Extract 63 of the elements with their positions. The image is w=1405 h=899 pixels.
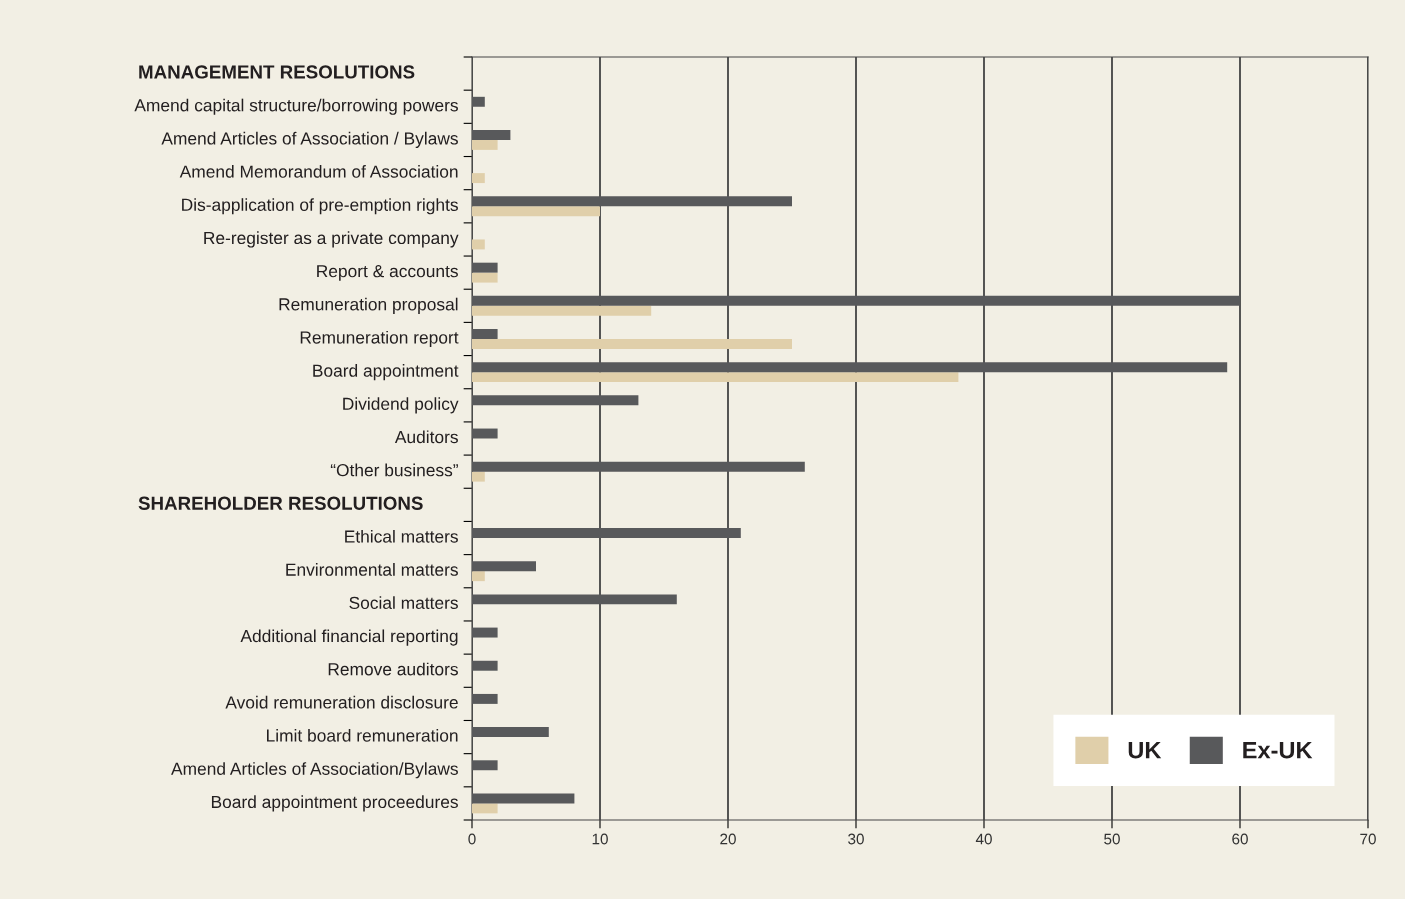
bar (472, 96, 485, 107)
bar (472, 760, 498, 771)
y-tick-label: Amend Articles of Association / Bylaws (161, 131, 458, 149)
bar (472, 295, 1240, 306)
bar (472, 803, 498, 814)
bar (472, 372, 959, 383)
y-tick-label: Avoid remuneration disclosure (225, 695, 458, 709)
y-tick-label: Limit board remuneration (267, 728, 458, 742)
y-tick-label: Ethical matters (345, 529, 458, 543)
x-tick-label: 60 (1232, 833, 1248, 845)
bar (472, 272, 498, 283)
y-tick-label: Remove auditors (328, 662, 458, 676)
bar (472, 395, 639, 406)
bar (472, 660, 498, 671)
bar (472, 727, 549, 738)
y-tick-label: Report & accounts (317, 265, 458, 281)
bar (472, 338, 792, 349)
y-tick-label: Auditors (394, 430, 458, 444)
y-tick-label: Board appointment proceedures (211, 795, 458, 812)
bar (472, 627, 498, 638)
bar (472, 471, 485, 482)
bar (472, 262, 498, 273)
bar (472, 461, 805, 472)
y-tick-label: Re-register as a private company (204, 231, 459, 248)
y-tick-label: Amend capital structure/borrowing powers (134, 98, 458, 115)
bar (472, 793, 575, 804)
bar (472, 139, 498, 150)
text: SHAREHOLDER RESOLUTIONS (138, 496, 423, 510)
y-tick-label: Amend Memorandum of Association (179, 165, 458, 178)
y-tick-label: Remuneration proposal (279, 297, 458, 314)
x-tick-label: 70 (1360, 833, 1376, 845)
bar (472, 239, 485, 250)
bar (472, 196, 792, 207)
y-tick-label: Social matters (349, 596, 458, 610)
bar (472, 305, 652, 316)
x-tick-label: 0 (468, 833, 476, 845)
x-tick-label: 40 (975, 833, 992, 845)
bar (472, 329, 498, 339)
y-tick-label: Environmental matters (286, 563, 458, 576)
y-tick-label: Board appointment (313, 364, 459, 381)
y-tick-label: Dis-application of pre-emption rights (182, 198, 458, 215)
bar (472, 693, 498, 704)
x-tick-label: 20 (720, 833, 736, 845)
x-tick-label: 30 (848, 833, 864, 845)
bar (472, 561, 536, 572)
bar (472, 206, 600, 217)
y-tick-label: Remuneration report (300, 330, 459, 348)
bar (472, 173, 485, 184)
x-tick-label: 10 (592, 833, 608, 845)
text: MANAGEMENT RESOLUTIONS (139, 65, 415, 79)
bar (472, 362, 1228, 373)
bar (472, 428, 498, 439)
y-tick-label: Additional financial reporting (240, 629, 458, 646)
x-tick-label: 50 (1104, 833, 1120, 845)
legend-label: UK (1128, 742, 1162, 759)
bar (472, 571, 485, 582)
legend-label: Ex-UK (1243, 742, 1313, 759)
bar (472, 129, 511, 140)
bar (472, 528, 741, 539)
y-tick-label: Amend Articles of Association/Bylaws (171, 762, 458, 779)
y-tick-label: Dividend policy (343, 397, 459, 414)
y-tick-label: “Other business” (330, 463, 458, 477)
bar (472, 594, 677, 605)
